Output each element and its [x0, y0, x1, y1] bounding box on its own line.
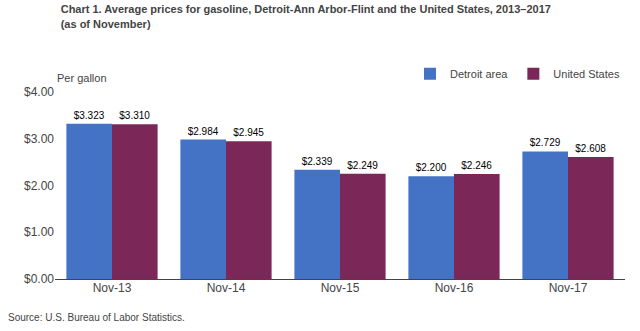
svg-text:$4.00: $4.00 [24, 85, 54, 99]
svg-text:$3.00: $3.00 [24, 132, 54, 146]
svg-text:$0.00: $0.00 [24, 272, 54, 286]
svg-text:$2.608: $2.608 [575, 143, 606, 154]
svg-text:United States: United States [553, 68, 620, 80]
svg-text:Source: U.S. Bureau of Labor S: Source: U.S. Bureau of Labor Statistics. [8, 312, 185, 323]
svg-text:$2.984: $2.984 [188, 126, 219, 137]
svg-text:$2.945: $2.945 [233, 127, 264, 138]
svg-text:Nov-14: Nov-14 [207, 281, 246, 295]
svg-text:Nov-15: Nov-15 [321, 281, 360, 295]
svg-text:Nov-13: Nov-13 [93, 281, 132, 295]
svg-text:$2.249: $2.249 [347, 160, 378, 171]
svg-text:$2.246: $2.246 [461, 160, 492, 171]
svg-text:Chart 1. Average prices for ga: Chart 1. Average prices for gasoline, De… [61, 3, 551, 29]
svg-text:Per gallon: Per gallon [57, 72, 107, 84]
svg-text:$2.729: $2.729 [530, 137, 561, 148]
svg-text:$2.200: $2.200 [416, 162, 447, 173]
svg-text:$3.323: $3.323 [74, 110, 105, 121]
svg-text:Detroit area: Detroit area [450, 68, 508, 80]
svg-text:$2.00: $2.00 [24, 179, 54, 193]
svg-text:$2.339: $2.339 [302, 156, 333, 167]
svg-text:Nov-16: Nov-16 [435, 281, 474, 295]
svg-text:Nov-17: Nov-17 [549, 281, 588, 295]
svg-text:$3.310: $3.310 [119, 110, 150, 121]
svg-text:$1.00: $1.00 [24, 225, 54, 239]
